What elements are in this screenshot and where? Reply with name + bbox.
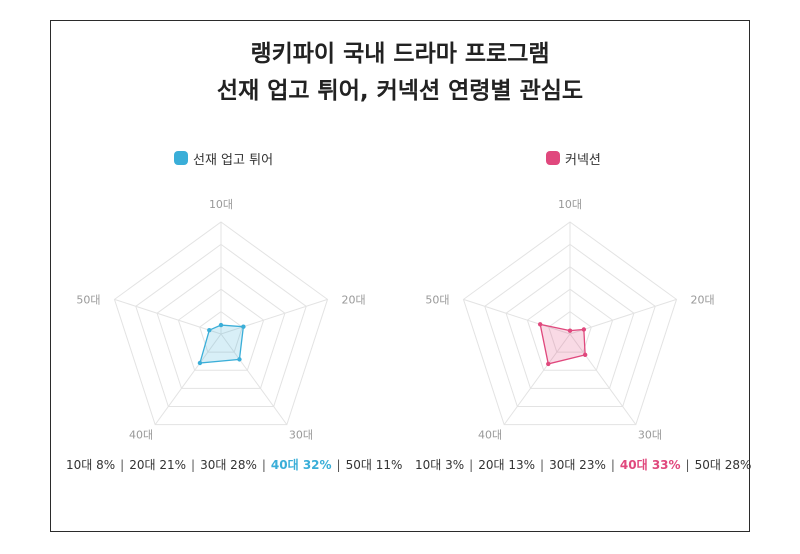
stat-separator: | [685, 457, 690, 472]
legend-series-2: 커넥션 [546, 149, 601, 168]
legend-swatch-2 [546, 151, 560, 165]
chart-title: 랭키파이 국내 드라마 프로그램 선재 업고 튀어, 커넥션 연령별 관심도 [0, 36, 800, 110]
stat-item: 40대 33% [619, 458, 681, 472]
stat-item: 50대 28% [694, 458, 752, 472]
data-point [197, 360, 203, 366]
legend-label-2: 커넥션 [565, 152, 601, 168]
grid-ring-4 [135, 243, 307, 407]
stat-item: 40대 32% [270, 458, 332, 472]
axis-label: 20대 [691, 293, 715, 306]
stat-item: 20대 13% [478, 458, 536, 472]
series-area [539, 323, 586, 365]
grid-spoke [114, 298, 222, 335]
chart-frame [50, 20, 750, 532]
stat-separator: | [191, 457, 196, 472]
data-point [546, 361, 551, 367]
data-point [237, 357, 242, 362]
grid-ring-3 [505, 266, 635, 389]
data-point [567, 328, 573, 333]
data-point [582, 352, 588, 358]
stat-item: 10대 8% [66, 458, 116, 472]
stat-separator: | [261, 457, 266, 472]
title-line-1: 랭키파이 국내 드라마 프로그램 [250, 41, 550, 67]
axis-label: 10대 [558, 198, 582, 211]
axis-label: 30대 [638, 429, 662, 442]
axis-label: 10대 [209, 198, 233, 211]
grid-ring-2 [177, 288, 265, 371]
legend-label-1: 선재 업고 튀어 [193, 152, 274, 168]
grid-ring-1 [548, 310, 592, 353]
axis-label: 40대 [478, 429, 502, 442]
stat-item: 10대 3% [415, 458, 465, 472]
data-point [241, 324, 246, 329]
stats-row-1: 10대 8% | 20대 21% | 30대 28% | 40대 32% | 50대 11% [66, 456, 402, 473]
axis-label: 30대 [289, 429, 313, 442]
axis-label: 50대 [76, 293, 100, 306]
legend-swatch-1 [174, 151, 188, 165]
grid-spoke [220, 333, 288, 425]
stat-separator: | [336, 457, 341, 472]
stat-item: 30대 28% [200, 458, 257, 472]
data-point [207, 327, 212, 333]
grid-ring-5 [462, 221, 678, 426]
data-point [537, 322, 543, 327]
stat-item: 20대 21% [129, 458, 187, 472]
stat-item: 30대 23% [549, 458, 606, 472]
axis-label: 50대 [425, 293, 449, 306]
grid-spoke [154, 333, 222, 425]
stats-row-2: 10대 3% | 20대 13% | 30대 23% | 40대 33% | 50대 28% [415, 456, 751, 473]
grid-ring-4 [484, 243, 656, 407]
grid-ring-2 [526, 288, 614, 371]
grid-ring-5 [113, 221, 329, 426]
grid-spoke [463, 298, 571, 335]
stat-item: 50대 11% [345, 458, 403, 472]
data-point [581, 327, 587, 332]
axis-label: 40대 [129, 429, 153, 442]
stat-separator: | [540, 457, 545, 472]
title-line-2: 선재 업고 튀어, 커넥션 연령별 관심도 [216, 78, 584, 104]
grid-spoke [569, 333, 637, 425]
axis-label: 20대 [342, 293, 366, 306]
stat-separator: | [120, 457, 125, 472]
stat-separator: | [469, 457, 474, 472]
legend-series-1: 선재 업고 튀어 [174, 149, 274, 168]
grid-ring-1 [199, 310, 243, 353]
stat-separator: | [610, 457, 615, 472]
grid-spoke [220, 298, 328, 335]
data-point [218, 322, 224, 328]
grid-spoke [503, 333, 571, 425]
grid-ring-3 [156, 266, 286, 389]
grid-spoke [569, 298, 677, 335]
